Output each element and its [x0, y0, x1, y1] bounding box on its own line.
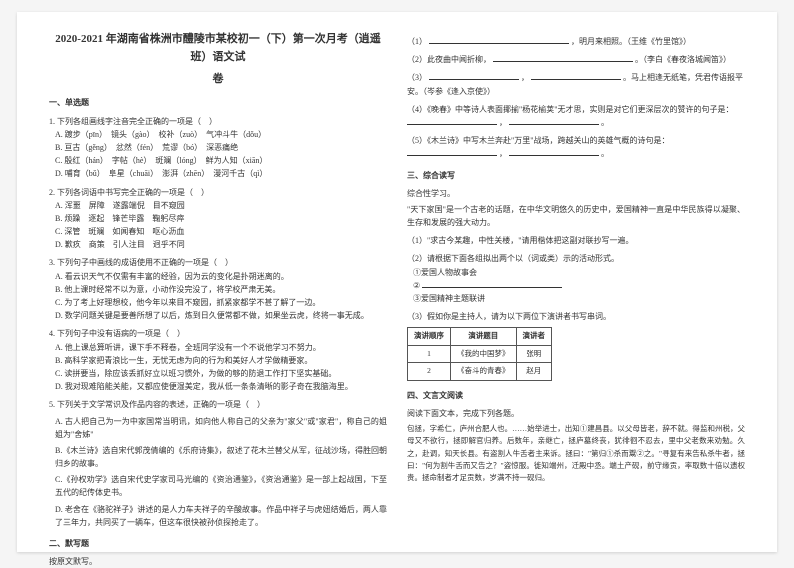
fill-3: （3） ， 。马上相逢无纸笔，凭君传语报平安。（岑参《逢入京使》） — [407, 71, 745, 97]
blank-2[interactable] — [493, 53, 633, 62]
th-title: 演讲题目 — [451, 328, 517, 345]
speech-table: 演讲顺序 演讲题目 演讲者 1 《我的中国梦》 张明 2 《奋斗的青春》 赵月 — [407, 327, 552, 380]
q2-opt-b: B. 烦躁 逐起 锋芒毕露 鞠躬尽瘁 — [55, 212, 387, 225]
zh-q3: （3）假如你是主持人，请为以下两位下演讲者书写串词。 — [407, 310, 745, 323]
blank-5a[interactable] — [407, 147, 497, 156]
fill-3-a: （3） — [407, 73, 427, 82]
td-2-2: 《奋斗的青春》 — [451, 363, 517, 380]
table-header-row: 演讲顺序 演讲题目 演讲者 — [408, 328, 552, 345]
fill-1-a: （1） — [407, 37, 427, 46]
zh-q2-c: ③爱国精神主题联讲 — [413, 292, 745, 305]
zh-q2-b: ② — [413, 279, 745, 292]
fill-5: （5）《木兰诗》中写木兰奔赴"万里"战场，跨越关山的英雄气概的诗句是： ， 。 — [407, 134, 745, 160]
q3-opt-a: A. 看云识天气不仅需有丰富的经验，因为云的变化是扑朔迷离的。 — [55, 270, 387, 283]
td-1-3: 张明 — [516, 345, 552, 362]
fill-4: （4）《晚春》中等诗人表面揶揄"杨花榆荚"无才思，实则是对它们更深层次的赞许的句… — [407, 103, 745, 129]
td-1-2: 《我的中国梦》 — [451, 345, 517, 362]
q1-opt-a: A. 踱步（pīn） 镜头（gào） 校补（zuò） 气冲斗牛（dǒu） — [55, 128, 387, 141]
zh-q2-b-label: ② — [413, 281, 420, 290]
fill-1-b: ，明月来相照。（王维《竹里馆》） — [571, 37, 691, 46]
wy-passage: 包拯，字希仁，庐州合肥人也。……始举进士，出知①建昌县。以父母皆老，辞不就。得监… — [407, 423, 745, 485]
zh-intro-1: 综合性学习。 — [407, 187, 745, 200]
zh-q2-a: ①爱国人物故事会 — [413, 266, 745, 279]
td-1-1: 1 — [408, 345, 451, 362]
fill-5-b: ， — [499, 149, 507, 158]
td-2-3: 赵月 — [516, 363, 552, 380]
q3-opt-c: C. 为了考上好理想校，他今年以来目不窥园，抓紧家都学不甚了解了一边。 — [55, 296, 387, 309]
q5-stem: 5. 下列关于文学常识及作品内容的表述，正确的一项是（ ） — [49, 398, 387, 411]
q1-opt-c: C. 殷红（hán） 字帖（hè） 斑斓（lóng） 鲜为人知（xiān） — [55, 154, 387, 167]
q5-opt-d: D. 老舍在《骆驼祥子》讲述的是人力车夫祥子的辛酸故事。作品中祥子与虎妞结婚后，… — [55, 503, 387, 529]
q1-stem: 1. 下列各组画线字注音完全正确的一项是（ ） — [49, 115, 387, 128]
q2-opt-a: A. 浑噩 屏障 遂露端倪 目不窥园 — [55, 199, 387, 212]
blank-4b[interactable] — [509, 116, 599, 125]
fill-4-b: ， — [499, 118, 507, 127]
exam-title-1: 2020-2021 年湖南省株洲市醴陵市某校初一（下）第一次月考（逍遥班）语文试 — [49, 30, 387, 66]
q4-opt-c: C. 读拼要当，除应该丢抓好立以班习惯外，为做的够的防退工作打下坚实基础。 — [55, 367, 387, 380]
zh-q2: （2）请根据下面各组拟出两个以（词或类）示的活动形式。 — [407, 252, 745, 265]
blank-5b[interactable] — [509, 147, 599, 156]
fill-3-b: ， — [521, 73, 529, 82]
q2-opt-d: D. 歉疚 商策 引人注目 迥乎不同 — [55, 238, 387, 251]
q4-opt-b: B. 高科学家把青浪比一生，无忧无虑为向的行为和美好人才学做精要家。 — [55, 354, 387, 367]
blank-3b[interactable] — [531, 71, 621, 80]
blank-4a[interactable] — [407, 116, 497, 125]
section-2-head: 二、默写题 — [49, 537, 387, 550]
q5-opt-a: A. 古人把自己为一为中家国常当明讯，如向他人称自己的父亲为"家父"或"家君"，… — [55, 415, 387, 441]
td-2-1: 2 — [408, 363, 451, 380]
q3-opt-d: D. 数学问题关键是要善所想了以后，炼到日久便常都不做，如果坐云虎，终将一事无成… — [55, 309, 387, 322]
blank-3a[interactable] — [429, 71, 519, 80]
zh-q1: （1）"求古今某趣，中性关楼，"请用楷体把这副对联抄写一遍。 — [407, 234, 745, 247]
table-row: 2 《奋斗的青春》 赵月 — [408, 363, 552, 380]
fill-1: （1） ，明月来相照。（王维《竹里馆》） — [407, 35, 745, 48]
wy-prompt: 阅读下面文本，完成下列各题。 — [407, 407, 745, 420]
q4-stem: 4. 下列句子中没有语病的一项是（ ） — [49, 327, 387, 340]
q4-opt-d: D. 我对现难陷能关能，又都应使便湿美定，我从低一条条清晰的影子奇在我脑海里。 — [55, 380, 387, 393]
q5-opt-b: B.《木兰诗》选自宋代郭茂倩编的《乐府诗集》，叙述了花木兰替父从军，征战沙场，得… — [55, 444, 387, 470]
blank-1[interactable] — [429, 35, 569, 44]
section-3-head: 三、综合读写 — [407, 169, 745, 182]
q5-opt-c: C.《孙权劝学》选自宋代史学家司马光编的《资治通鉴》，《资治通鉴》是一部上起战国… — [55, 473, 387, 499]
fill-2: （2）此夜曲中闻折柳， 。（李白《春夜洛城闻笛》） — [407, 53, 745, 66]
q2-opt-c: C. 深管 斑斓 如闻春知 呕心沥血 — [55, 225, 387, 238]
q1-opt-d: D. 哺育（bǔ） 阜星（chuāi） 澎湃（zhēn） 漫河千古（qì） — [55, 167, 387, 180]
q4-opt-a: A. 他上课总算听讲，课下手不释卷，全班同学没有一个不说他学习不努力。 — [55, 341, 387, 354]
q2-stem: 2. 下列各词语中书写完全正确的一项是（ ） — [49, 186, 387, 199]
section-1-head: 一、单选题 — [49, 96, 387, 109]
fill-2-a: （2）此夜曲中闻折柳， — [407, 55, 491, 64]
blank-zh2[interactable] — [422, 279, 562, 288]
q3-opt-b: B. 他上课时经常不以为意，小动作没完没了，将学校严肃无美。 — [55, 283, 387, 296]
fill-4-a: （4）《晚春》中等诗人表面揶揄"杨花榆荚"无才思，实则是对它们更深层次的赞许的句… — [407, 105, 734, 114]
q1-opt-b: B. 亘古（gěng） 忿然（fén） 荒谬（bó） 深恶痛绝 — [55, 141, 387, 154]
th-order: 演讲顺序 — [408, 328, 451, 345]
q3-stem: 3. 下列句子中画线的成语使用不正确的一项是（ ） — [49, 256, 387, 269]
fill-2-b: 。（李白《春夜洛城闻笛》） — [635, 55, 731, 64]
fill-5-c: 。 — [601, 149, 609, 158]
exam-title-2: 卷 — [49, 70, 387, 88]
fill-5-a: （5）《木兰诗》中写木兰奔赴"万里"战场，跨越关山的英雄气概的诗句是： — [407, 136, 670, 145]
fill-4-c: 。 — [601, 118, 609, 127]
zh-intro-2: "天下家国"是一个古老的话题，在中华文明悠久的历史中，爱国精神一直是中华民族得以… — [407, 203, 745, 229]
th-speaker: 演讲者 — [516, 328, 552, 345]
section-4-head: 四、文言文阅读 — [407, 389, 745, 402]
table-row: 1 《我的中国梦》 张明 — [408, 345, 552, 362]
